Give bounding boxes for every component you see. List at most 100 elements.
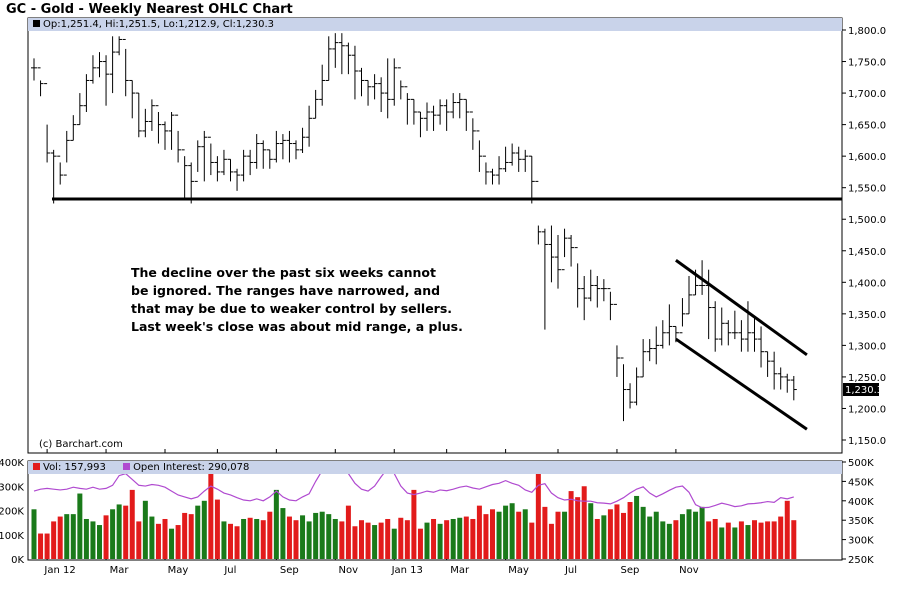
volume-bar — [771, 521, 777, 559]
volume-bar — [234, 526, 240, 559]
volume-bar — [660, 521, 666, 559]
volume-bar — [326, 514, 332, 559]
volume-bar — [90, 521, 96, 559]
volume-bar — [693, 511, 699, 559]
note-line: The decline over the past six weeks cann… — [131, 265, 436, 280]
volume-bar — [706, 521, 712, 559]
volume-bar — [791, 520, 797, 559]
volume-bar — [83, 518, 89, 559]
volume-bar — [581, 486, 587, 559]
volume-bar — [228, 523, 233, 559]
volume-bar — [51, 521, 57, 559]
volume-bar — [653, 511, 659, 559]
volume-bar — [738, 521, 744, 559]
x-tick-label: Jan 13 — [391, 565, 423, 576]
volume-legend-text: Vol: 157,993 — [43, 462, 106, 473]
volume-bar — [273, 489, 279, 559]
volume-bar — [306, 521, 312, 559]
volume-bar — [64, 514, 70, 559]
y-tick-label: 1,800.0 — [848, 26, 886, 37]
trendlines — [52, 197, 842, 431]
volume-bar — [496, 511, 502, 559]
volume-bar — [450, 518, 456, 559]
volume-bar — [208, 472, 214, 559]
volume-bar — [345, 505, 351, 559]
oi-tick-label: 350K — [848, 516, 874, 527]
volume-bar — [535, 463, 541, 559]
y-tick-label: 1,500.0 — [848, 215, 886, 226]
source-credit: (c) Barchart.com — [39, 439, 123, 450]
x-tick-label: Jan 12 — [43, 565, 75, 576]
volume-bar — [562, 511, 568, 559]
volume-bar — [300, 515, 306, 559]
volume-bar — [640, 506, 646, 559]
volume-bar — [627, 502, 633, 559]
volume-bar — [372, 525, 378, 559]
volume-bar — [509, 503, 515, 559]
volume-bar — [529, 522, 535, 559]
volume-bar — [142, 500, 148, 559]
y-tick-label: 1,450.0 — [848, 247, 886, 258]
volume-bar — [352, 526, 358, 559]
volume-bar — [155, 523, 161, 559]
volume-bar — [398, 517, 404, 559]
volume-bar — [607, 509, 613, 559]
volume-tick-label: 400K — [0, 458, 24, 469]
ohlc-bars — [31, 33, 797, 422]
volume-bar — [548, 523, 554, 559]
volume-bar — [332, 518, 338, 559]
volume-bar — [555, 511, 561, 559]
oi-tick-label: 300K — [848, 536, 874, 547]
volume-bar — [267, 511, 273, 559]
oi-tick-label: 450K — [848, 477, 874, 488]
volume-bar — [313, 512, 319, 559]
volume-bar — [359, 520, 364, 559]
x-tick-label: Mar — [110, 565, 130, 576]
volume-bar — [568, 491, 574, 559]
channel-line — [675, 259, 808, 357]
volume-bar — [201, 500, 207, 559]
volume-tick-label: 100K — [0, 531, 24, 542]
volume-bar — [758, 522, 764, 559]
x-axis: Jan 12 Mar May Jul Sep Nov Jan 13 Mar May Jul Sep N… — [43, 449, 699, 576]
volume-bar — [588, 503, 594, 559]
volume-bar — [241, 518, 247, 559]
volume-bar — [444, 520, 450, 559]
x-tick-label: Nov — [679, 565, 699, 576]
volume-bar — [778, 516, 784, 559]
x-tick-label: May — [508, 565, 529, 576]
price-panel-frame — [27, 17, 843, 454]
volume-bar — [280, 508, 286, 559]
volume-bar — [110, 509, 116, 559]
volume-bar — [679, 514, 685, 559]
volume-bar — [431, 518, 437, 559]
volume-bar — [286, 516, 292, 559]
x-tick-label: Jul — [223, 565, 236, 576]
y-tick-label: 1,350.0 — [848, 310, 886, 321]
volume-bar — [725, 522, 731, 559]
volume-bar — [601, 515, 607, 559]
note-line: that may be due to weaker control by sel… — [131, 301, 453, 316]
volume-bar — [411, 489, 417, 559]
volume-bar — [732, 527, 738, 559]
y-tick-label: 1,300.0 — [848, 341, 886, 352]
volume-bar — [404, 520, 410, 559]
x-tick-label: Mar — [450, 565, 470, 576]
y-tick-label: 1,550.0 — [848, 184, 886, 195]
volume-bar — [437, 523, 443, 559]
x-tick-label: May — [168, 565, 189, 576]
oi-legend-text: Open Interest: 290,078 — [133, 462, 250, 473]
volume-bar — [70, 514, 76, 559]
volume-bar — [424, 522, 430, 559]
ohlc-legend: Op:1,251.4, Hi:1,251.5, Lo:1,212.9, Cl:1… — [28, 18, 842, 31]
ohlc-legend-swatch — [33, 20, 40, 27]
volume-bar — [123, 505, 129, 559]
volume-bar — [38, 533, 44, 559]
volume-bar — [745, 525, 751, 559]
volume-bar — [365, 522, 371, 559]
volume-bar — [463, 516, 469, 559]
x-tick-label: Sep — [621, 565, 640, 576]
volume-bar — [162, 518, 168, 559]
volume-bar — [391, 528, 397, 559]
svg-text:1,230.3: 1,230.3 — [845, 385, 883, 396]
